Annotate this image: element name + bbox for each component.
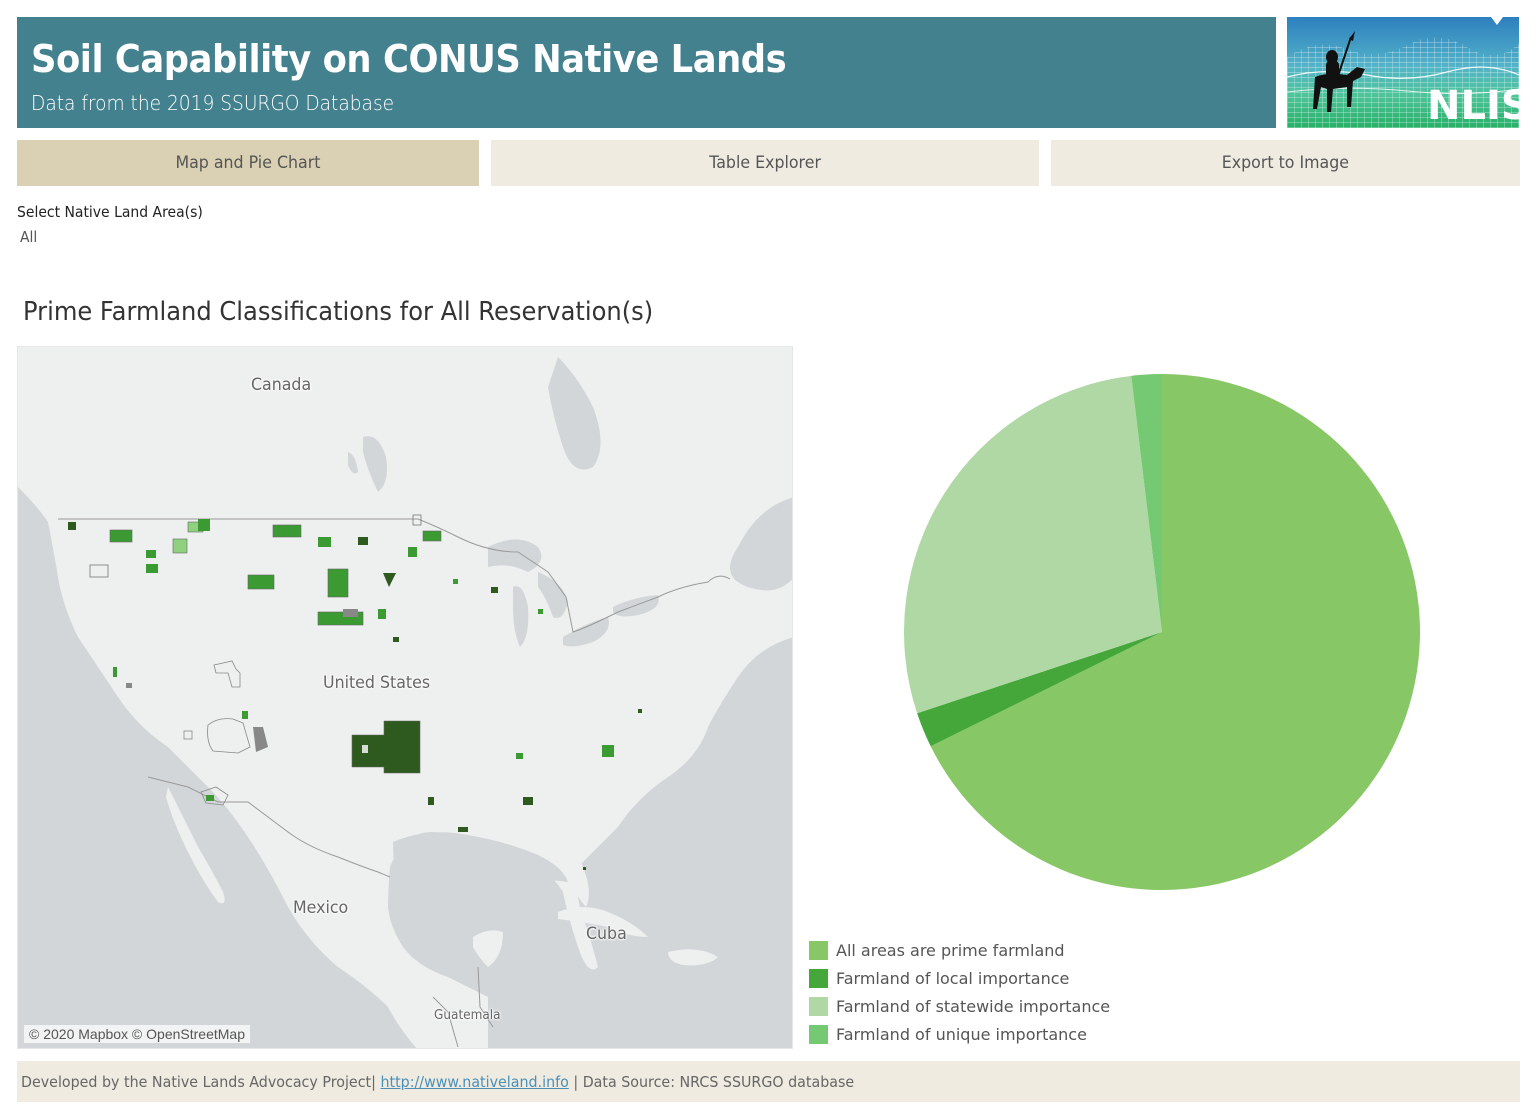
pie-slice-farmland-of-statewide-importance[interactable] xyxy=(904,375,1162,714)
reservation-map[interactable]: Canada United States Mexico Cuba Guatema… xyxy=(17,346,793,1049)
legend-swatch xyxy=(809,968,828,988)
tab-label: Map and Pie Chart xyxy=(175,153,321,173)
pie-slice-all-areas-are-prime-farmland[interactable] xyxy=(930,374,1420,890)
north-america-land xyxy=(18,347,792,1048)
footer-data-source: | Data Source: NRCS SSURGO database xyxy=(568,1072,855,1091)
pie-legend: All areas are prime farmland Farmland of… xyxy=(809,936,1110,1048)
logo-text: NLIS xyxy=(1427,83,1519,128)
legend-item-statewide[interactable]: Farmland of statewide importance xyxy=(809,992,1110,1020)
legend-swatch xyxy=(809,1024,828,1044)
country-borders xyxy=(58,518,731,1048)
tab-table-explorer[interactable]: Table Explorer xyxy=(491,140,1039,186)
filter-label: Select Native Land Area(s) xyxy=(17,203,203,221)
farmland-pie-chart[interactable] xyxy=(898,368,1428,898)
legend-swatch xyxy=(809,940,828,960)
tab-label: Table Explorer xyxy=(709,153,821,173)
nativeland-link[interactable]: http://www.nativeland.info xyxy=(380,1072,569,1091)
reservation-polygons[interactable] xyxy=(68,514,642,870)
map-label-mexico: Mexico xyxy=(293,898,349,918)
page-title: Soil Capability on CONUS Native Lands xyxy=(31,37,787,81)
map-label-canada: Canada xyxy=(251,375,312,395)
footer: Developed by the Native Lands Advocacy P… xyxy=(17,1061,1520,1102)
section-title: Prime Farmland Classifications for All R… xyxy=(23,297,654,327)
page-subtitle: Data from the 2019 SSURGO Database xyxy=(31,91,395,115)
legend-item-local[interactable]: Farmland of local importance xyxy=(809,964,1110,992)
map-canvas[interactable] xyxy=(18,347,793,1049)
map-attribution[interactable]: © 2020 Mapbox © OpenStreetMap xyxy=(24,1025,250,1043)
pie-slice-farmland-of-unique-importance[interactable] xyxy=(1131,374,1162,632)
legend-label: Farmland of unique importance xyxy=(836,1024,1087,1044)
legend-swatch xyxy=(809,996,828,1016)
native-land-area-filter[interactable]: All xyxy=(20,228,38,246)
legend-item-prime[interactable]: All areas are prime farmland xyxy=(809,936,1110,964)
horse-rider-logo-icon: NLIS xyxy=(1287,17,1519,128)
footer-credit: Developed by the Native Lands Advocacy P… xyxy=(21,1072,381,1091)
map-label-cuba: Cuba xyxy=(586,924,627,944)
legend-item-unique[interactable]: Farmland of unique importance xyxy=(809,1020,1110,1048)
tab-label: Export to Image xyxy=(1221,153,1350,173)
map-label-united-states: United States xyxy=(323,673,431,693)
map-label-guatemala: Guatemala xyxy=(434,1008,501,1023)
header-banner: Soil Capability on CONUS Native Lands Da… xyxy=(17,17,1276,128)
legend-label: Farmland of statewide importance xyxy=(836,996,1111,1016)
legend-label: All areas are prime farmland xyxy=(836,940,1065,960)
nlis-logo[interactable]: NLIS xyxy=(1287,17,1519,128)
tab-map-and-pie-chart[interactable]: Map and Pie Chart xyxy=(17,140,479,186)
pie-slice-farmland-of-local-importance[interactable] xyxy=(917,632,1162,747)
tab-export-to-image[interactable]: Export to Image xyxy=(1051,140,1520,186)
legend-label: Farmland of local importance xyxy=(836,968,1070,988)
